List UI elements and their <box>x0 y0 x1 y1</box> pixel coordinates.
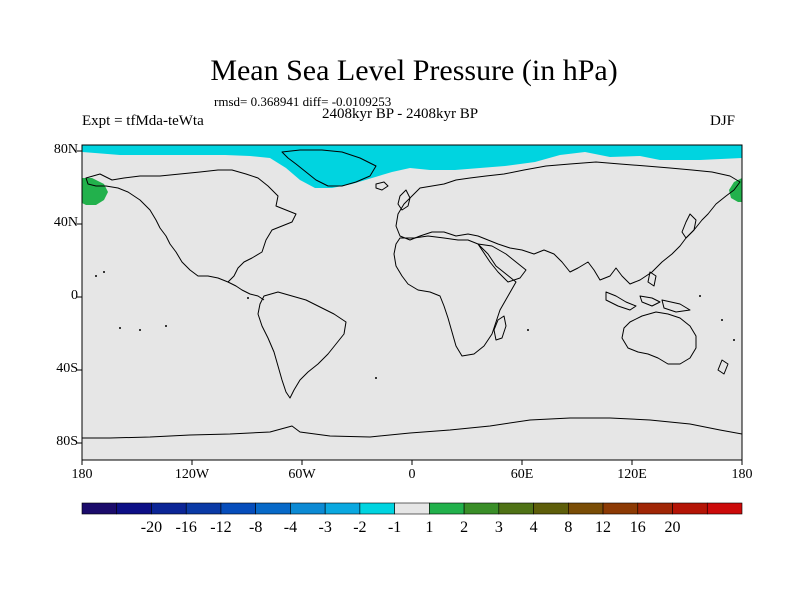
lat-label-80s: 80S <box>56 434 78 449</box>
colorbar-label: 12 <box>595 519 612 536</box>
colorbar-swatch <box>498 502 534 515</box>
colorbar-label: 4 <box>529 519 538 536</box>
colorbar-swatch <box>81 502 118 515</box>
colorbar-swatch <box>255 502 291 515</box>
season-label: DJF <box>710 113 736 129</box>
time-period-label: 2408kyr BP - 2408kyr BP <box>322 106 479 122</box>
north-america-coastline <box>85 169 297 283</box>
colorbar-swatch <box>568 502 604 515</box>
colorbar-label: 8 <box>564 519 573 536</box>
colorbar-swatch <box>672 502 708 515</box>
colorbar-swatch <box>463 502 500 515</box>
lon-label-120e: 120E <box>617 467 647 482</box>
colorbar-swatch <box>429 502 465 515</box>
lon-label-180e: 180 <box>731 467 753 482</box>
south-america-coastline <box>257 291 347 399</box>
colorbar-label: -3 <box>318 519 332 536</box>
lat-label-40n: 40N <box>53 215 78 230</box>
colorbar-label: -16 <box>175 519 197 536</box>
colorbar-label: 1 <box>425 519 434 536</box>
colorbar-swatch <box>706 502 743 515</box>
colorbar-swatch <box>324 502 361 515</box>
colorbar-swatch <box>220 502 256 515</box>
colorbar-swatch <box>116 502 152 515</box>
colorbar-label: -12 <box>210 519 232 536</box>
philippines-coastline <box>647 271 657 287</box>
japan-coastline <box>681 213 697 239</box>
new-zealand-coastline <box>717 359 729 375</box>
lat-label-40s: 40S <box>56 361 78 376</box>
map-title: Mean Sea Level Pressure (in hPa) <box>210 54 618 87</box>
antarctica-coastline <box>82 417 742 439</box>
indonesia-coastline <box>605 291 691 313</box>
lon-label-120w: 120W <box>174 467 210 482</box>
colorbar-label: -20 <box>140 519 163 536</box>
lon-label-180w: 180 <box>71 467 93 482</box>
eurasia-coastline <box>395 161 741 285</box>
lon-label-60e: 60E <box>510 467 534 482</box>
bering-positive-anomaly-west <box>82 178 108 205</box>
arctic-negative-anomaly <box>82 145 742 188</box>
colorbar-swatch <box>290 502 326 515</box>
colorbar-label: 20 <box>664 519 681 536</box>
lon-label-60w: 60W <box>288 467 316 482</box>
lat-label-80n: 80N <box>53 142 78 157</box>
colorbar-swatch <box>185 502 222 515</box>
colorbar-swatch <box>533 502 569 515</box>
colorbar-swatch <box>602 502 639 515</box>
colorbar-label: -8 <box>249 519 263 536</box>
iceland-coastline <box>375 181 389 191</box>
colorbar-label: -4 <box>283 519 298 536</box>
africa-coastline <box>393 235 517 357</box>
colorbar-label: -1 <box>387 519 402 536</box>
lon-label-0: 0 <box>408 467 416 482</box>
rmsd-diff-stats: rmsd= 0.368941 diff= -0.0109253 <box>214 94 392 109</box>
colorbar-label: -2 <box>353 519 367 536</box>
colorbar-swatch <box>394 502 430 515</box>
lat-label-0: 0 <box>71 288 78 303</box>
greenland-coastline <box>281 149 377 187</box>
australia-coastline <box>621 311 697 365</box>
experiment-label: Expt = tfMda-teWta <box>82 113 204 129</box>
madagascar-coastline <box>493 315 507 341</box>
colorbar-label: 16 <box>629 519 646 536</box>
colorbar-swatch <box>151 502 187 515</box>
colorbar-swatch <box>359 502 395 515</box>
colorbar-label: 3 <box>494 519 503 536</box>
arabia-coastline <box>477 243 527 283</box>
colorbar-swatch <box>637 502 673 515</box>
uk-coastline <box>397 189 411 211</box>
central-america-coastline <box>227 281 265 301</box>
map-background <box>82 145 742 460</box>
colorbar-label: 2 <box>460 519 469 536</box>
